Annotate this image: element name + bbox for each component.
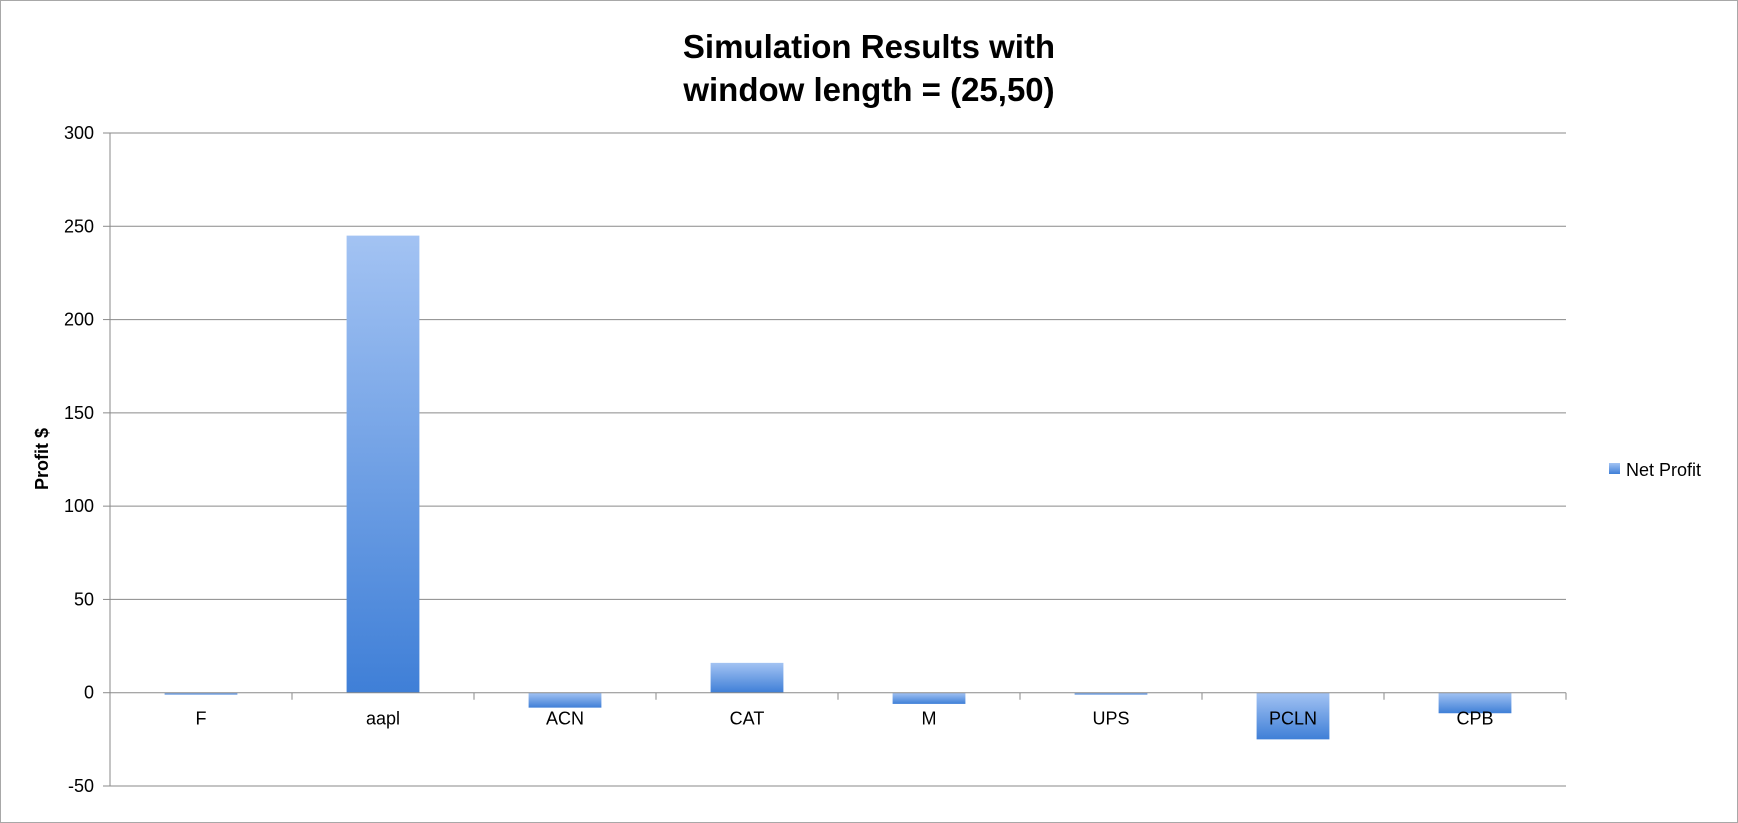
bar-ups [1074, 692, 1148, 695]
bar-f [164, 692, 238, 695]
x-tick-label: CPB [1456, 709, 1493, 729]
y-tick-label: 200 [64, 310, 94, 330]
legend-swatch-net-profit [1609, 463, 1620, 474]
bar-cat [710, 662, 784, 693]
x-tick-label: M [922, 709, 937, 729]
x-tick-label: ACN [546, 709, 584, 729]
bar-m [892, 692, 966, 704]
y-tick-label: 250 [64, 216, 94, 236]
y-axis-label: Profit $ [32, 428, 52, 490]
y-tick-labels: -50 0 50 100 150 200 250 300 [64, 123, 110, 796]
axis-lines [109, 133, 1567, 786]
bar-series [164, 235, 1512, 740]
legend: Net Profit [1609, 460, 1701, 480]
chart-title-line-2: window length = (25,50) [682, 71, 1054, 108]
y-tick-label: 50 [74, 589, 94, 609]
chart-title-line-1: Simulation Results with [683, 28, 1055, 65]
bar-cpb [1438, 692, 1512, 714]
x-tick-label: UPS [1092, 709, 1129, 729]
y-tick-label: 0 [84, 683, 94, 703]
bar-aapl [346, 235, 420, 693]
y-tick-label: 300 [64, 123, 94, 143]
x-tick-label: aapl [366, 709, 400, 729]
legend-label-net-profit: Net Profit [1626, 460, 1701, 480]
x-tick-label: PCLN [1269, 709, 1317, 729]
bar-pcln [1256, 692, 1330, 740]
y-tick-label: 100 [64, 496, 94, 516]
bar-acn [528, 692, 602, 708]
x-tick-label: F [196, 709, 207, 729]
y-tick-label: 150 [64, 403, 94, 423]
grid-lines [110, 132, 1566, 787]
y-tick-label: -50 [68, 776, 94, 796]
x-tick-label: CAT [730, 709, 765, 729]
